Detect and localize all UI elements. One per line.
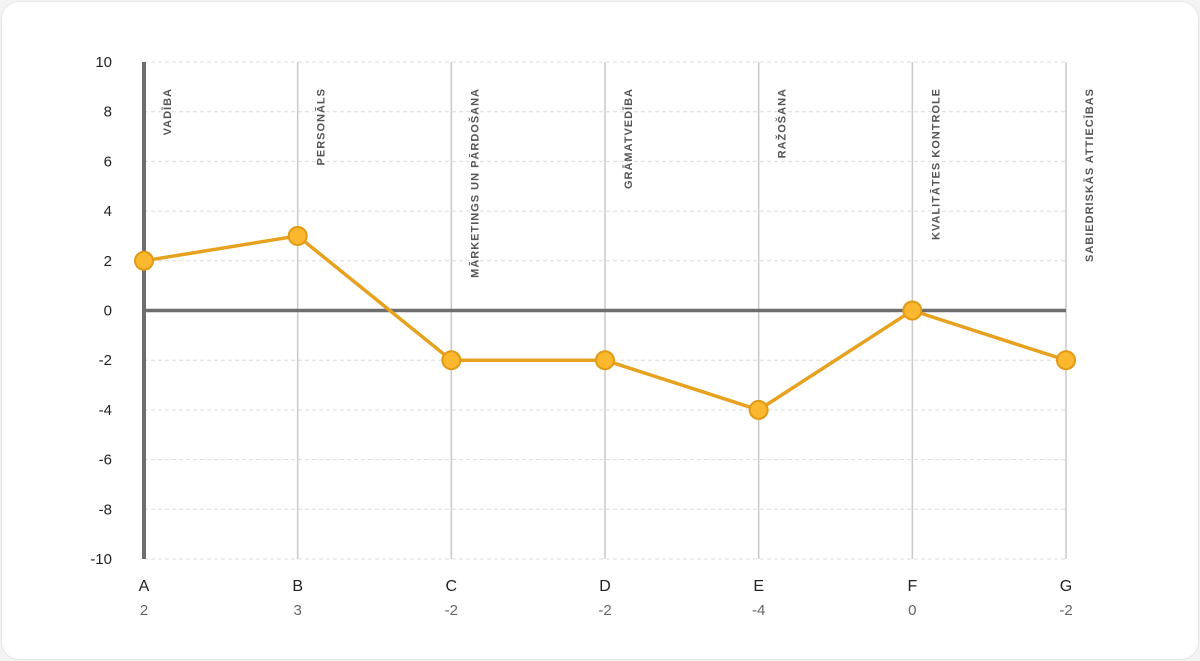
x-category-label: B	[292, 578, 303, 595]
x-category-label: A	[139, 578, 150, 595]
data-point	[902, 300, 923, 321]
x-category-label: E	[753, 578, 764, 595]
x-value-labels: 2 3 -2 -2 -4 0 -2	[140, 602, 1073, 619]
x-category-label: G	[1060, 578, 1072, 595]
category-name-label: RAŽOŠANA	[776, 88, 789, 158]
x-value-label: 3	[293, 602, 301, 619]
x-value-label: -2	[598, 602, 611, 619]
x-value-label: -2	[1059, 602, 1072, 619]
y-tick-label: 6	[104, 153, 112, 170]
category-name-label: VADĪBA	[162, 88, 174, 135]
data-point	[287, 225, 308, 246]
x-category-labels: A B C D E F G	[139, 578, 1073, 595]
category-name-label: SABIEDRISKĀS ATTIECĪBAS	[1084, 88, 1096, 262]
y-tick-label: -8	[99, 501, 112, 518]
category-name-label: GRĀMATVEDĪBA	[623, 88, 635, 189]
category-name-label: KVALITĀTES KONTROLE	[930, 88, 942, 240]
y-tick-label: 10	[95, 54, 112, 71]
data-point	[1056, 350, 1076, 371]
data-point	[748, 399, 769, 420]
y-tick-label: 0	[104, 303, 112, 320]
y-tick-label: 4	[104, 203, 112, 220]
x-value-label: -4	[752, 602, 765, 619]
x-value-label: -2	[445, 602, 458, 619]
x-category-label: D	[599, 578, 611, 595]
data-point	[441, 350, 462, 371]
x-value-label: 2	[140, 602, 148, 619]
y-tick-label: -6	[99, 452, 112, 469]
y-tick-label: 8	[104, 104, 112, 121]
y-tick-label: -2	[99, 352, 112, 369]
data-point	[134, 250, 154, 271]
x-category-label: F	[907, 578, 917, 595]
y-tick-label: 2	[104, 253, 112, 270]
category-name-label: PERSONĀLS	[316, 88, 328, 165]
category-name-label: MĀRKETINGS UN PĀRDOŠANA	[468, 88, 481, 278]
x-category-label: C	[446, 578, 458, 595]
x-value-label: 0	[908, 602, 916, 619]
data-point	[595, 350, 615, 371]
category-name-labels: VADĪBA PERSONĀLS MĀRKETINGS UN PĀRDOŠANA GR…	[162, 88, 1096, 278]
series-markers	[134, 225, 1076, 420]
y-tick-labels: 10 8 6 4 2 0 -2 -4 -6 -8 -10	[90, 54, 112, 568]
y-tick-label: -10	[90, 551, 112, 568]
y-tick-label: -4	[99, 402, 112, 419]
